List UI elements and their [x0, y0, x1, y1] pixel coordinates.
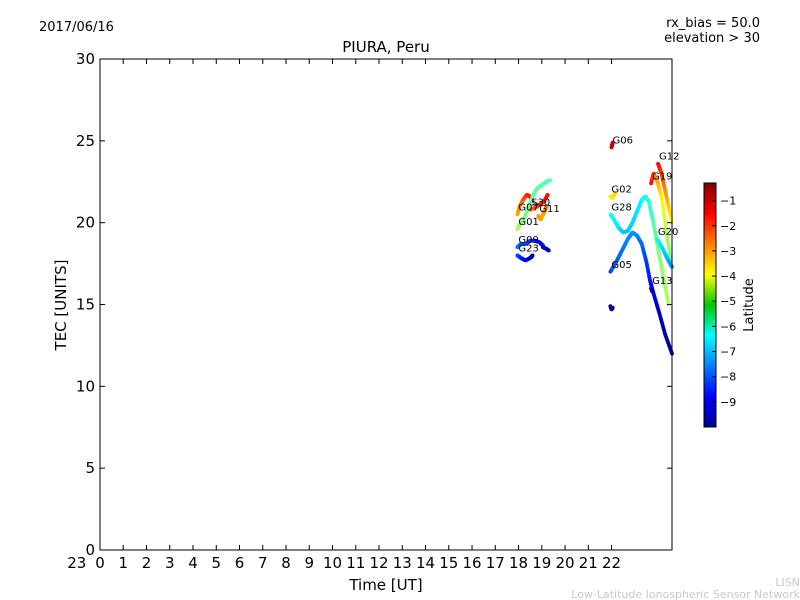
y-tick-label: 10 [76, 377, 95, 395]
colorbar-tick-label: −1 [720, 195, 736, 208]
x-axis-label: Time [UT] [348, 576, 422, 594]
tec-point [610, 305, 615, 310]
chart-title: PIURA, Peru [342, 38, 429, 56]
x-tick-label: 4 [188, 554, 198, 572]
y-tick-label: 20 [76, 214, 95, 232]
x-tick-label: 18 [509, 554, 528, 572]
satellite-label: G13 [652, 276, 672, 287]
y-axis: 0 5 10 15 20 25 30 [76, 50, 672, 559]
colorbar-tick-label: −9 [720, 396, 736, 409]
plot-frame [99, 58, 673, 551]
tec-point [546, 248, 551, 253]
x-axis: 23 0 1 2 3 4 5 6 7 8 9 10 11 12 13 14 15 16 17 18 19 20 21 22 [67, 59, 621, 572]
tec-point [650, 289, 655, 294]
tec-point [544, 204, 549, 209]
tec-point [613, 191, 617, 196]
x-tick-label: 17 [486, 554, 505, 572]
satellite-label: G12 [659, 152, 679, 163]
y-tick-label: 25 [76, 132, 95, 150]
satellite-label: G28 [611, 202, 631, 213]
satellite-label: G19 [652, 171, 672, 182]
x-tick-label: 14 [416, 554, 435, 572]
x-tick-label: 21 [579, 554, 598, 572]
x-tick-label: 10 [323, 554, 342, 572]
satellite-label: G20 [658, 227, 678, 238]
y-axis-label: TEC [UNITS] [52, 260, 70, 352]
satellite-label: G23 [518, 243, 538, 254]
y-tick-label: 30 [76, 50, 95, 68]
y-tick-label: 15 [76, 296, 95, 314]
date-label: 2017/06/16 [39, 20, 114, 35]
data-marks [515, 140, 674, 356]
colorbar-ticks: −1 −2 −3 −4 −5 −6 −7 −8 −9 [712, 195, 736, 409]
x-tick-label: 1 [118, 554, 128, 572]
x-tick-label: 9 [304, 554, 314, 572]
x-tick-label: 3 [165, 554, 175, 572]
colorbar-tick-label: −8 [720, 371, 736, 384]
satellite-label: G11 [539, 204, 559, 215]
satellite-label: G05 [611, 260, 631, 271]
x-tick-label: 5 [211, 554, 221, 572]
x-tick-label: 0 [95, 554, 105, 572]
x-tick-label: 19 [532, 554, 551, 572]
colorbar-tick-label: −3 [720, 245, 736, 258]
x-tick-label: 12 [369, 554, 388, 572]
satellite-label: G06 [613, 135, 633, 146]
x-tick-label: 23 [67, 554, 86, 572]
x-tick-label: 15 [439, 554, 458, 572]
tec-point [530, 253, 535, 258]
x-tick-label: 6 [235, 554, 245, 572]
colorbar-label: Latitude [742, 278, 757, 332]
tec-point [545, 192, 550, 197]
satellite-label: G01 [518, 217, 538, 228]
x-tick-label: 22 [602, 554, 621, 572]
satellite-label: G02 [611, 184, 631, 195]
tec-point [610, 140, 615, 145]
colorbar [703, 182, 717, 428]
x-tick-label: 7 [258, 554, 268, 572]
tec-point [548, 178, 552, 183]
satellite-label: G07 [518, 202, 538, 213]
x-tick-label: 2 [142, 554, 152, 572]
colorbar-tick-label: −7 [720, 346, 736, 359]
colorbar-tick-label: −4 [720, 270, 736, 283]
y-tick-label: 0 [85, 541, 95, 559]
watermark-network: Low-Latitude Ionospheric Sensor Network [571, 588, 800, 600]
colorbar-tick-label: −6 [720, 320, 736, 333]
colorbar-tick-label: −5 [720, 295, 736, 308]
watermark-lisn: LISN [775, 576, 800, 589]
x-tick-label: 16 [462, 554, 481, 572]
satellite-label: S30 [531, 198, 550, 209]
x-tick-label: 13 [393, 554, 412, 572]
x-tick-label: 8 [281, 554, 291, 572]
satellite-label: G09 [518, 235, 538, 246]
elevation-label: elevation > 30 [664, 31, 760, 46]
colorbar-tick-label: −2 [720, 220, 736, 233]
x-tick-label: 20 [555, 554, 574, 572]
y-tick-label: 5 [85, 459, 95, 477]
x-tick-label: 11 [346, 554, 365, 572]
rx-bias-label: rx_bias = 50.0 [666, 16, 760, 31]
